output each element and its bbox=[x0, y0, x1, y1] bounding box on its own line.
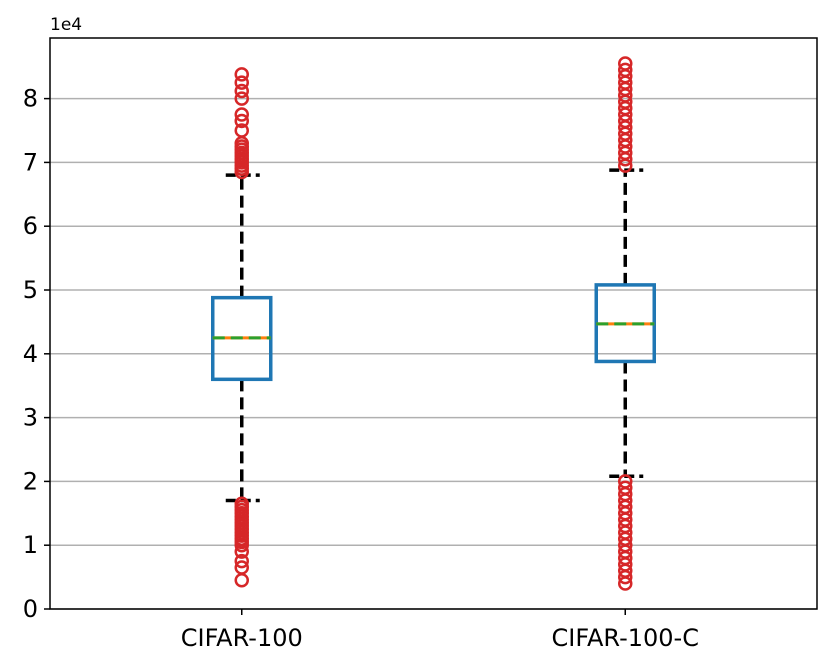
outlier-point bbox=[234, 67, 249, 82]
y-tick-label: 7 bbox=[23, 148, 38, 176]
box-group bbox=[594, 56, 656, 591]
outlier-point bbox=[618, 62, 633, 78]
y-tick-label: 2 bbox=[23, 467, 38, 495]
outlier-point bbox=[234, 83, 249, 99]
outlier-point bbox=[234, 75, 249, 90]
x-tick-label: CIFAR-100-C bbox=[552, 624, 699, 652]
outlier-point bbox=[618, 56, 633, 71]
y-tick-label: 0 bbox=[23, 595, 38, 623]
y-tick-label: 6 bbox=[23, 212, 38, 240]
outlier-point bbox=[234, 573, 249, 588]
y-tick-label: 1 bbox=[23, 531, 38, 559]
y-tick-label: 4 bbox=[23, 340, 38, 368]
grid-layer bbox=[50, 97, 817, 610]
outlier-point bbox=[234, 91, 249, 106]
axis-layer: 0 1 2 3 4 5 6 7 8 CIFAR-100 CIFAR-100-C bbox=[23, 85, 699, 652]
box-group bbox=[211, 67, 273, 588]
plot-frame bbox=[49, 37, 818, 610]
outlier-point bbox=[618, 474, 633, 489]
outlier-point bbox=[234, 113, 249, 129]
y-tick-label: 8 bbox=[23, 85, 38, 113]
outlier-point bbox=[618, 480, 633, 496]
outlier-point bbox=[234, 553, 249, 569]
plot-layer bbox=[211, 56, 656, 591]
y-tick-label: 3 bbox=[23, 404, 38, 432]
outlier-point bbox=[234, 107, 249, 122]
y-axis-offset-label: 1e4 bbox=[50, 15, 82, 35]
outlier-point bbox=[234, 496, 249, 511]
y-tick-label: 5 bbox=[23, 276, 38, 304]
outlier-point bbox=[234, 123, 249, 138]
x-tick-label: CIFAR-100 bbox=[181, 624, 303, 652]
outlier-point bbox=[234, 560, 249, 575]
